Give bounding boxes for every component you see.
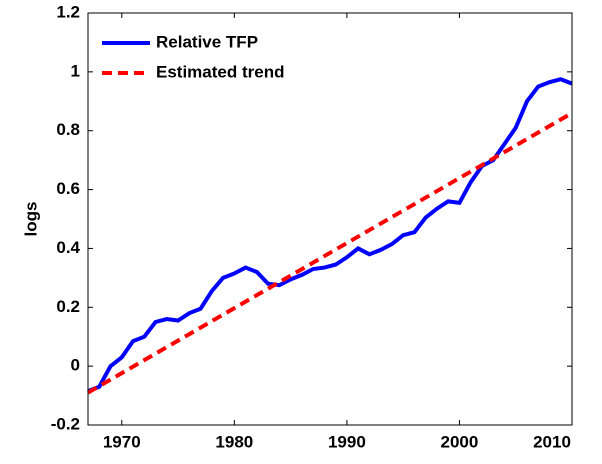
y-tick-label: 0 — [71, 356, 80, 375]
y-tick-label: -0.2 — [51, 414, 80, 433]
x-tick-label: 2010 — [533, 432, 571, 451]
legend-label: Estimated trend — [156, 62, 284, 81]
x-tick-label: 1980 — [215, 432, 253, 451]
y-tick-label: 0.2 — [56, 297, 80, 316]
y-tick-label: 1 — [71, 61, 80, 80]
y-tick-label: 0.4 — [56, 238, 80, 257]
series-line — [86, 111, 574, 395]
y-tick-label: 1.2 — [56, 2, 80, 21]
y-axis-label: logs — [21, 202, 40, 237]
x-tick-label: 1990 — [328, 432, 366, 451]
y-tick-label: 0.8 — [56, 120, 80, 139]
plot-area — [88, 13, 572, 425]
x-tick-label: 1970 — [103, 432, 141, 451]
legend-label: Relative TFP — [156, 32, 258, 51]
x-tick-label: 2000 — [441, 432, 479, 451]
axes-frame — [87, 12, 573, 426]
y-tick-label: 0.6 — [56, 179, 80, 198]
